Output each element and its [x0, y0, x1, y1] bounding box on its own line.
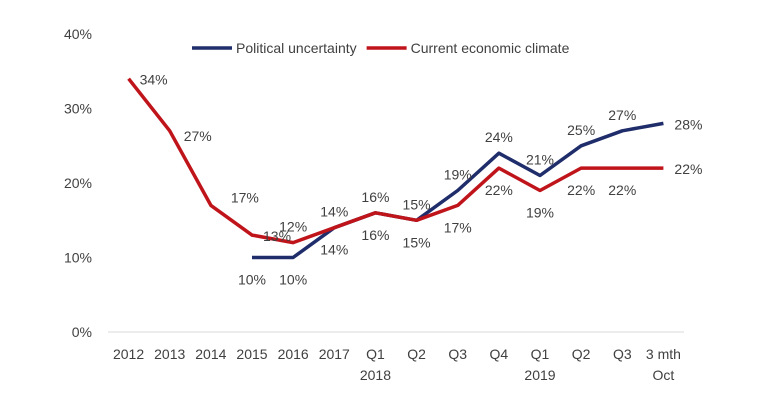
series-lines	[127, 77, 664, 260]
x-tick-label: 2015	[236, 346, 267, 362]
data-label: 16%	[361, 189, 389, 205]
x-tick-label: 2017	[319, 346, 350, 362]
x-tick-label: 2018	[360, 367, 391, 383]
data-label: 21%	[526, 152, 554, 168]
y-tick-label: 10%	[64, 250, 92, 266]
x-tick-label: Q3	[613, 346, 632, 362]
data-label: 10%	[238, 272, 266, 288]
x-tick-label: 2019	[524, 367, 555, 383]
data-label: 22%	[567, 182, 595, 198]
x-tick-label: Q4	[490, 346, 509, 362]
data-label: 27%	[608, 107, 636, 123]
y-tick-label: 30%	[64, 101, 92, 117]
axes: 0% 10% 20% 30% 40% 2012 2013 2014 2015 2016 2017 Q1…	[64, 26, 684, 383]
data-label: 15%	[403, 196, 431, 212]
x-tick-label: Oct	[653, 367, 675, 383]
legend: Political uncertainty Current economic cl…	[192, 40, 570, 56]
x-tick-label: 2016	[278, 346, 309, 362]
series-line-current-economic-climate	[127, 77, 664, 245]
x-tick-label: Q2	[407, 346, 426, 362]
data-label: 22%	[608, 182, 636, 198]
x-tick-label: Q1	[366, 346, 385, 362]
x-tick-label: 2014	[195, 346, 226, 362]
data-label: 27%	[184, 128, 212, 144]
data-label: 14%	[320, 242, 348, 258]
y-tick-label: 40%	[64, 26, 92, 42]
data-label: 34%	[140, 72, 168, 88]
data-label: 22%	[485, 182, 513, 198]
y-tick-label: 20%	[64, 175, 92, 191]
data-label: 19%	[444, 166, 472, 182]
data-label: 17%	[231, 189, 259, 205]
data-label: 13%	[263, 228, 291, 244]
data-labels: 10% 10%15%19%24%21%25%27%28%34%27%17%13%1…	[140, 72, 703, 288]
series-line-political-uncertainty	[252, 121, 664, 260]
data-label: 25%	[567, 122, 595, 138]
data-label: 14%	[320, 204, 348, 220]
x-tick-label: 3 mth	[646, 346, 681, 362]
legend-label: Current economic climate	[411, 40, 570, 56]
y-tick-label: 0%	[72, 324, 92, 340]
data-label: 10%	[279, 272, 307, 288]
data-label: 24%	[485, 129, 513, 145]
data-label: 22%	[674, 161, 702, 177]
x-tick-label: Q3	[448, 346, 467, 362]
data-label: 12%	[279, 219, 307, 235]
data-label: 15%	[403, 234, 431, 250]
x-tick-label: Q2	[572, 346, 591, 362]
x-tick-label: Q1	[531, 346, 550, 362]
data-label: 28%	[674, 116, 702, 132]
x-tick-label: 2013	[154, 346, 185, 362]
legend-label: Political uncertainty	[236, 40, 357, 56]
data-label: 17%	[444, 219, 472, 235]
x-tick-label: 2012	[113, 346, 144, 362]
data-label: 16%	[361, 227, 389, 243]
data-label: 19%	[526, 204, 554, 220]
